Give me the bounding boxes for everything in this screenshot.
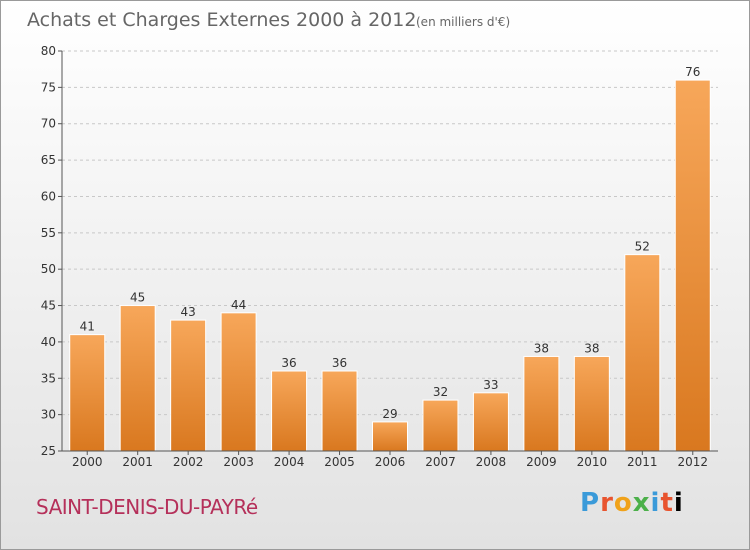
logo-letter: x <box>632 488 651 518</box>
logo-letter: o <box>613 488 633 518</box>
bar-2000 <box>69 334 106 452</box>
y-tick-label: 70 <box>41 117 56 131</box>
value-label: 38 <box>584 341 599 355</box>
value-label: 52 <box>635 240 650 254</box>
bar-2010 <box>573 355 610 452</box>
x-tick-label: 2000 <box>72 455 103 469</box>
logo-letter: P <box>580 488 601 518</box>
x-tick-label: 2001 <box>122 455 153 469</box>
y-tick-label: 30 <box>41 408 56 422</box>
bar-2004 <box>271 370 308 452</box>
x-tick-label: 2008 <box>476 455 507 469</box>
bar-2002 <box>170 319 207 452</box>
x-tick-label: 2012 <box>677 455 708 469</box>
x-tick-label: 2009 <box>526 455 557 469</box>
x-tick-label: 2004 <box>274 455 305 469</box>
value-label: 32 <box>433 385 448 399</box>
bar-2003 <box>220 312 257 452</box>
x-tick-label: 2011 <box>627 455 658 469</box>
y-tick-label: 80 <box>41 44 56 58</box>
y-tick-label: 75 <box>41 80 56 94</box>
bar-2012 <box>674 79 711 452</box>
logo-letter: i <box>673 488 684 518</box>
value-label: 76 <box>685 65 700 79</box>
grid-layer <box>62 50 718 452</box>
y-tick-label: 45 <box>41 299 56 313</box>
value-label: 33 <box>483 378 498 392</box>
x-tick-label: 2005 <box>324 455 355 469</box>
logo-letter: r <box>600 488 614 518</box>
value-label: 45 <box>130 291 145 305</box>
value-label: 36 <box>281 356 296 370</box>
logo-letter: t <box>660 488 674 518</box>
bar-2008 <box>472 392 509 452</box>
y-tick-label: 55 <box>41 226 56 240</box>
y-tick-label: 50 <box>41 262 56 276</box>
y-tick-label: 35 <box>41 371 56 385</box>
value-label: 38 <box>534 341 549 355</box>
y-tick-label: 25 <box>41 444 56 458</box>
bar-2006 <box>372 421 408 452</box>
bar-2001 <box>119 305 156 452</box>
x-tick-label: 2006 <box>375 455 406 469</box>
value-label: 44 <box>231 298 246 312</box>
bars-layer: 41 45 43 44 36 36 29 32 33 38 38 52 76 <box>69 65 711 452</box>
y-tick-label: 40 <box>41 335 56 349</box>
logo-letter: i <box>650 488 661 518</box>
bar-2007 <box>422 399 459 452</box>
x-tick-label: 2002 <box>173 455 204 469</box>
chart-subtitle: (en milliers d'€) <box>416 15 510 29</box>
chart-title: Achats et Charges Externes 2000 à 2012 <box>27 9 416 31</box>
bar-2011 <box>624 254 661 452</box>
y-tick-label: 60 <box>41 189 56 203</box>
value-label: 29 <box>382 407 397 421</box>
x-tick-label: 2003 <box>223 455 254 469</box>
x-tick-label: 2010 <box>577 455 608 469</box>
value-label: 36 <box>332 356 347 370</box>
commune-name: SAINT-DENIS-DU-PAYRé <box>36 495 258 519</box>
value-label: 41 <box>80 320 95 334</box>
axis-layer: 25 30 35 40 45 50 55 60 65 70 75 80 2000 2001 2002 2003… <box>41 44 718 469</box>
value-label: 43 <box>181 305 196 319</box>
y-tick-label: 65 <box>41 153 56 167</box>
x-tick-label: 2007 <box>425 455 456 469</box>
bar-2009 <box>523 355 560 452</box>
proxiti-logo[interactable]: Proxiti <box>580 488 684 518</box>
bar-2005 <box>321 370 358 452</box>
